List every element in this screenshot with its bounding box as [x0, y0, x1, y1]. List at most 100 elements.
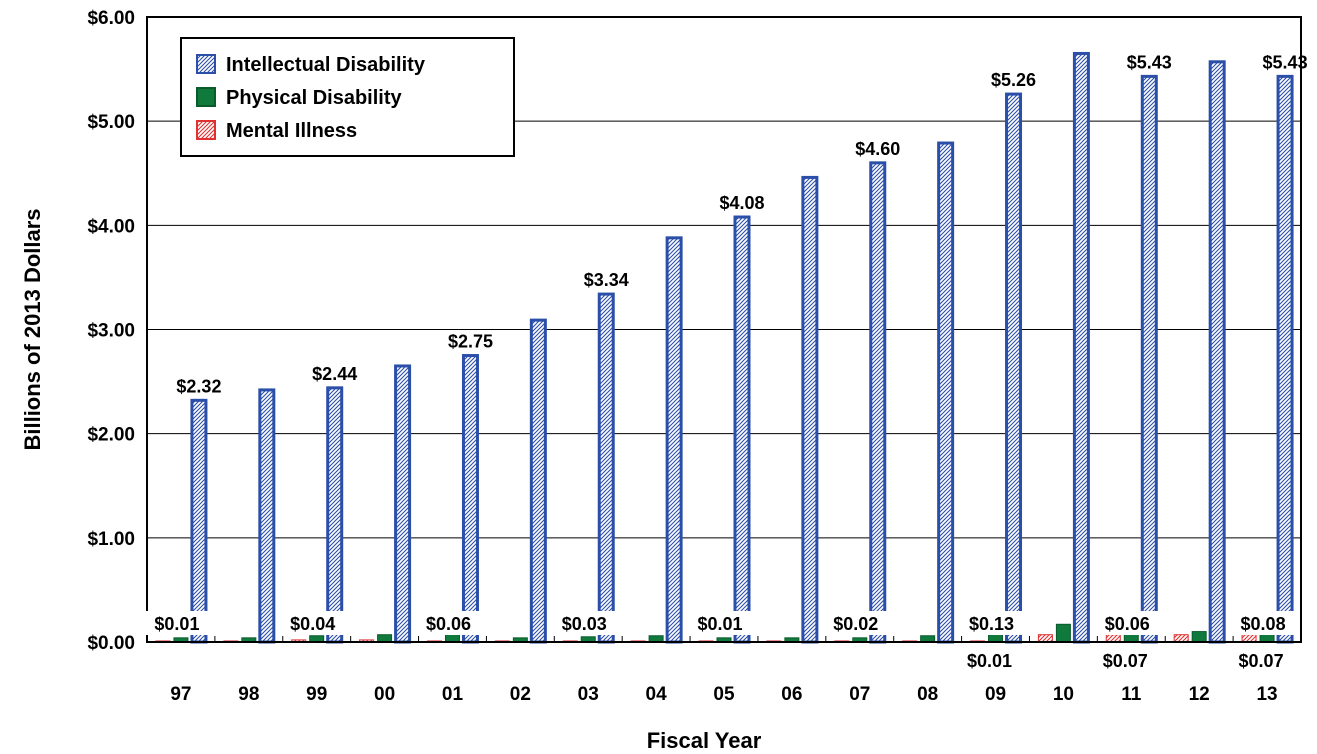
bar-intellectual-disability — [801, 175, 819, 644]
legend-label: Intellectual Disability — [226, 54, 426, 76]
x-tick-label: 10 — [1053, 684, 1074, 705]
y-tick-label: $3.00 — [87, 321, 135, 342]
value-label: $4.08 — [719, 193, 764, 213]
bar-mental-illness — [1173, 634, 1189, 643]
bar-intellectual-disability — [326, 386, 344, 644]
x-tick-label: 98 — [238, 684, 259, 705]
small-label-below: $0.07 — [1103, 651, 1148, 671]
data-labels: $2.32 $2.44 $2.75 $3.34 $4.08 $4.60 $5.26 $5.43… — [145, 52, 1308, 671]
label-box — [553, 611, 616, 635]
value-label: $2.44 — [312, 364, 357, 384]
x-tick-label: 02 — [510, 684, 531, 705]
small-value-label: $0.13 — [960, 611, 1023, 635]
bar-intellectual-disability — [1140, 74, 1158, 644]
y-tick-label: $5.00 — [87, 112, 135, 133]
small-label-text: $0.02 — [833, 614, 878, 634]
label-box — [417, 611, 480, 635]
label-box — [145, 611, 208, 635]
bar-physical-disability — [1055, 623, 1071, 643]
small-value-label: $0.03 — [553, 611, 616, 635]
x-tick-label: 11 — [1121, 684, 1142, 705]
bar-intellectual-disability — [394, 364, 412, 644]
value-label: $3.34 — [584, 270, 629, 290]
x-tick-label: 97 — [170, 684, 191, 705]
label-box — [1232, 611, 1295, 635]
small-label-text: $0.04 — [290, 614, 335, 634]
bar-intellectual-disability — [869, 161, 887, 644]
legend-box — [180, 37, 515, 157]
small-label-text: $0.13 — [969, 614, 1014, 634]
x-axis-title: Fiscal Year — [647, 728, 762, 753]
value-label: $4.60 — [855, 139, 900, 159]
x-tick-label: 09 — [985, 684, 1006, 705]
bar-intellectual-disability — [665, 236, 683, 644]
small-label-text: $0.06 — [1105, 614, 1150, 634]
bar-mental-illness — [1037, 634, 1053, 643]
value-label: $2.75 — [448, 332, 493, 352]
y-tick-label: $1.00 — [87, 529, 135, 550]
legend-swatch — [196, 120, 216, 140]
bar-intellectual-disability — [461, 354, 479, 644]
small-value-label: $0.02 — [824, 611, 887, 635]
small-value-label: $0.04 — [281, 611, 344, 635]
x-tick-label: 99 — [306, 684, 327, 705]
label-box — [960, 611, 1023, 635]
small-value-label: $0.01 — [689, 611, 751, 635]
x-tick-label: 12 — [1189, 684, 1210, 705]
y-tick-label: $2.00 — [87, 425, 135, 446]
bar-intellectual-disability — [733, 215, 751, 644]
small-label-text: $0.01 — [154, 614, 199, 634]
bar-intellectual-disability — [1072, 51, 1090, 644]
y-tick-label: $0.00 — [87, 633, 135, 654]
label-box — [1096, 611, 1159, 635]
axes: $0.00 $1.00 $2.00 $3.00 $4.00 $5.00 $6.00 97 98 9… — [87, 8, 1277, 705]
bar-intellectual-disability — [1005, 92, 1023, 644]
bar-intellectual-disability — [597, 292, 615, 644]
legend-label: Mental Illness — [226, 120, 357, 142]
small-label-text: $0.06 — [426, 614, 471, 634]
legend: Intellectual Disability Physical Disabili… — [180, 37, 515, 157]
value-label: $5.43 — [1127, 52, 1172, 72]
x-tick-label: 05 — [713, 684, 735, 705]
y-tick-label: $4.00 — [87, 216, 135, 237]
value-label: $5.26 — [991, 70, 1036, 90]
small-value-label: $0.06 — [417, 611, 480, 635]
label-box — [281, 611, 344, 635]
x-tick-label: 04 — [646, 684, 668, 705]
small-label-below: $0.01 — [967, 651, 1012, 671]
legend-swatch — [196, 87, 216, 107]
small-label-below: $0.07 — [1239, 651, 1284, 671]
x-tick-label: 13 — [1256, 684, 1277, 705]
label-box — [824, 611, 887, 635]
bar-intellectual-disability — [937, 141, 955, 644]
bar-mental-illness — [1105, 634, 1121, 643]
bar-intellectual-disability — [190, 398, 208, 644]
small-value-label: $0.08 — [1232, 611, 1295, 635]
bars — [155, 51, 1294, 644]
value-label: $2.32 — [176, 376, 221, 396]
x-tick-label: 07 — [849, 684, 870, 705]
legend-swatch — [196, 54, 216, 74]
x-tick-label: 03 — [578, 684, 599, 705]
bar-intellectual-disability — [258, 388, 276, 644]
bar-intellectual-disability — [1276, 74, 1294, 644]
value-label: $5.43 — [1263, 52, 1308, 72]
y-tick-label: $6.00 — [87, 8, 135, 29]
bar-physical-disability — [377, 634, 393, 643]
bar-physical-disability — [1191, 631, 1207, 643]
bar-intellectual-disability — [1208, 60, 1226, 644]
x-tick-label: 06 — [781, 684, 802, 705]
small-label-text: $0.03 — [562, 614, 607, 634]
small-label-text: $0.01 — [697, 614, 742, 634]
label-box — [689, 611, 751, 635]
x-tick-label: 01 — [442, 684, 464, 705]
legend-label: Physical Disability — [226, 87, 403, 109]
bar-mental-illness — [1241, 634, 1257, 643]
y-axis-title: Billions of 2013 Dollars — [20, 208, 45, 450]
plot-frame — [146, 16, 1302, 643]
x-tick-label: 00 — [374, 684, 395, 705]
bar-intellectual-disability — [529, 318, 547, 644]
small-label-text: $0.08 — [1241, 614, 1286, 634]
small-value-label: $0.01 — [145, 611, 208, 635]
